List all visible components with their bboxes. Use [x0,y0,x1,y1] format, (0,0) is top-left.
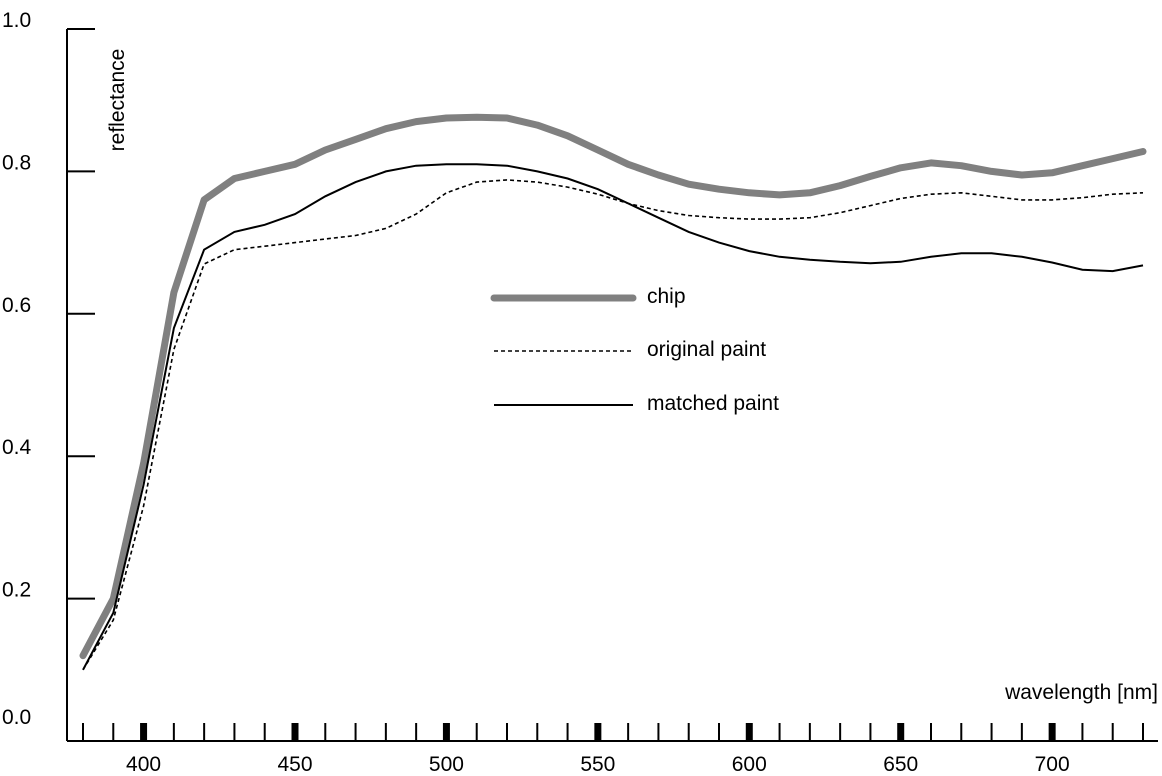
y-tick-label: 0.8 [2,151,31,174]
ticks: 0.0 0.2 0.4 0.6 0.8 1.0 400 450 500 550 600 650 700 [2,9,1144,776]
y-tick-label: 0.6 [2,294,31,317]
y-tick-label: 1.0 [2,9,31,32]
x-tick-label: 400 [126,753,161,776]
x-axis-title: wavelength [nm] [1004,681,1158,704]
x-tick-label: 700 [1035,753,1070,776]
series-line-chip [79,113,1147,660]
x-tick-label: 600 [732,753,767,776]
y-tick-label: 0.0 [2,706,31,729]
legend-label-original-paint: original paint [647,338,766,361]
y-axis-title: reflectance [106,49,129,152]
legend-label-chip: chip [647,285,686,308]
x-tick-label: 500 [429,753,464,776]
x-tick-label: 550 [580,753,615,776]
legend-label-matched-paint: matched paint [647,392,779,415]
series-layer [79,113,1147,671]
axes [66,29,1158,742]
y-tick-label: 0.4 [2,436,32,459]
series-line-matched-paint [82,163,1144,671]
legend: chip original paint matched paint [490,285,779,415]
x-tick-label: 450 [277,753,312,776]
x-tick-label: 650 [883,753,918,776]
series-line-original-paint [82,179,1144,671]
y-tick-label: 0.2 [2,579,31,602]
